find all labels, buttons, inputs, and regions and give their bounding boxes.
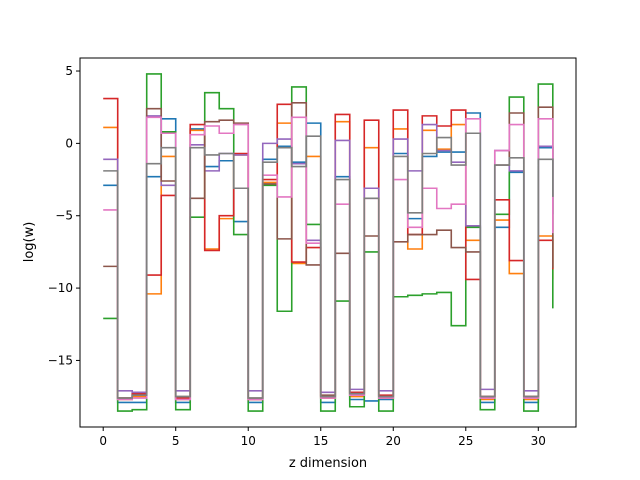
x-tick-label: 30 [531, 434, 546, 448]
x-tick-label: 20 [386, 434, 401, 448]
x-axis-label: z dimension [289, 456, 367, 471]
x-tick-label: 15 [313, 434, 328, 448]
y-tick-label: 0 [65, 136, 73, 150]
y-tick-label: −10 [48, 281, 73, 295]
y-tick-label: −15 [48, 353, 73, 367]
x-tick-label: 0 [99, 434, 107, 448]
series-layer [103, 73, 554, 412]
y-axis-ticks: 5 0 −5 −10 −15 [48, 64, 80, 367]
y-tick-label: 5 [65, 64, 73, 78]
axes-frame [79, 57, 577, 428]
y-tick-label: −5 [55, 209, 73, 223]
y-axis-label: log(w) [22, 222, 37, 263]
x-tick-label: 5 [172, 434, 180, 448]
series-line-8 [103, 132, 554, 399]
x-tick-label: 10 [241, 434, 256, 448]
x-axis-ticks: 0 5 10 15 20 25 30 [99, 427, 546, 448]
x-tick-label: 25 [458, 434, 473, 448]
